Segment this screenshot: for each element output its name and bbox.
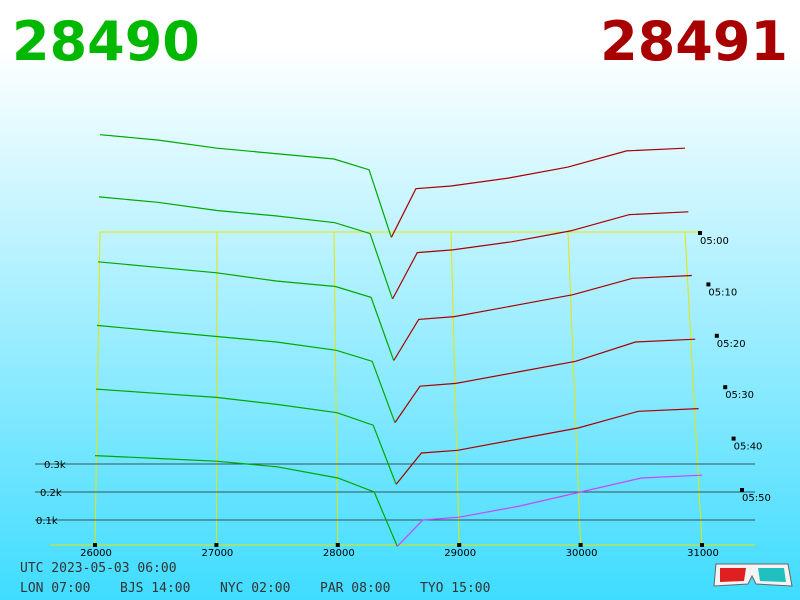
time-tick-label: 05:10 — [708, 287, 737, 298]
time-tick-label: 05:30 — [725, 390, 754, 401]
grid-line — [450, 231, 460, 546]
ask-depth-line — [392, 211, 689, 300]
ask-depth-line — [396, 474, 703, 547]
x-tick-label: 31000 — [687, 548, 719, 559]
x-tick-label: 26000 — [80, 548, 112, 559]
city-time: LON 07:00 — [20, 581, 90, 596]
x-tick — [214, 543, 219, 547]
time-tick — [706, 282, 711, 287]
bid-depth-line — [96, 324, 396, 423]
time-tick — [740, 488, 744, 492]
3d-glasses-icon — [713, 563, 793, 587]
ask-depth-line — [393, 274, 692, 361]
y-tick-label: 0.3k — [44, 460, 66, 471]
bid-depth-line — [98, 196, 394, 300]
x-tick — [578, 543, 583, 547]
city-times: LON 07:00 BJS 14:00 NYC 02:00 PAR 08:00 TYO … — [20, 581, 490, 596]
city-time: NYC 02:00 — [220, 581, 290, 596]
city-time: TYO 15:00 — [420, 581, 490, 596]
x-tick-label: 28000 — [323, 548, 355, 559]
grid-line — [684, 231, 703, 546]
x-tick — [457, 543, 462, 547]
x-tick — [335, 543, 340, 547]
time-tick — [731, 436, 736, 441]
plot: 26000 27000 28000 29000 30000 31000 0.1k 0.2k 0.… — [35, 134, 771, 559]
bid-depth-line — [99, 134, 392, 238]
time-tick-label: 05:20 — [717, 339, 746, 350]
time-tick — [714, 333, 719, 338]
utc-time: UTC 2023-05-03 06:00 — [20, 561, 177, 576]
best-bid: 28490 — [12, 10, 200, 73]
x-tick-label: 27000 — [201, 548, 233, 559]
city-time: PAR 08:00 — [320, 581, 390, 596]
grid-line — [215, 231, 218, 546]
y-tick-label: 0.1k — [36, 516, 58, 527]
bid-depth-line — [95, 388, 397, 485]
ask-depth-line — [395, 408, 699, 485]
x-tick-label: 29000 — [444, 548, 476, 559]
time-tick — [723, 385, 728, 390]
ask-depth-line — [394, 338, 696, 423]
y-tick-label: 0.2k — [40, 488, 62, 499]
time-tick — [698, 231, 702, 235]
bid-depth-line — [97, 261, 395, 361]
grid-line — [333, 231, 339, 546]
time-tick-label: 05:00 — [700, 236, 729, 247]
x-tick — [93, 543, 97, 547]
city-time: BJS 14:00 — [120, 581, 190, 596]
ask-depth-line — [390, 147, 686, 238]
time-tick-label: 05:50 — [742, 493, 771, 504]
x-tick — [700, 543, 704, 547]
x-tick-label: 30000 — [566, 548, 598, 559]
time-tick-label: 05:40 — [734, 442, 763, 453]
grid-line — [94, 231, 101, 546]
best-ask: 28491 — [600, 10, 788, 73]
bid-depth-line — [94, 455, 398, 547]
